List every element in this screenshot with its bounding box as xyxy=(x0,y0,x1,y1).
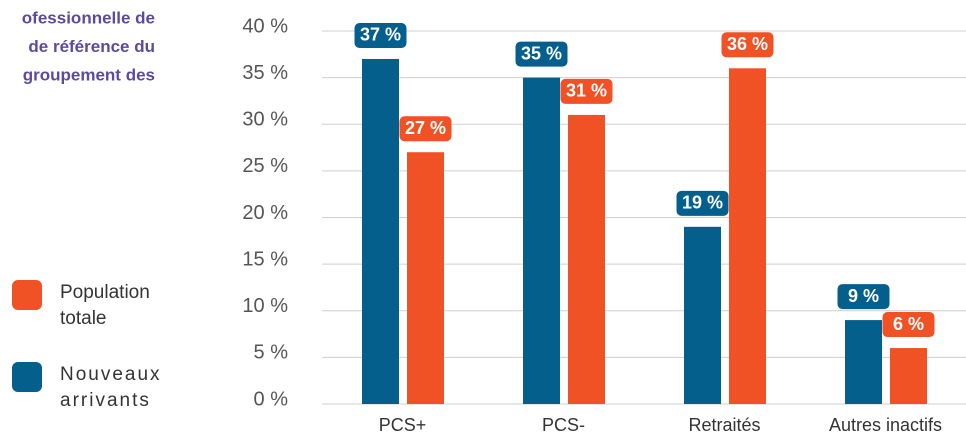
value-label-badge xyxy=(721,32,774,58)
y-tick-label: 20 % xyxy=(242,202,288,224)
value-label: 9 % xyxy=(848,286,879,306)
y-tick-label: 40 % xyxy=(242,15,288,37)
legend-label: Nouveaux arrivants xyxy=(60,364,162,411)
bar xyxy=(362,58,399,404)
value-label: 37 % xyxy=(360,25,401,45)
bar xyxy=(890,348,927,404)
x-tick-label: PCS- xyxy=(542,415,585,434)
bar xyxy=(684,226,721,404)
y-tick-label: 15 % xyxy=(242,248,288,270)
bar xyxy=(729,68,766,405)
chart-title: groupement des xyxy=(23,65,155,84)
legend-item: Nouveaux arrivants xyxy=(12,362,175,414)
value-label: 19 % xyxy=(682,193,723,213)
x-tick-label: Retraités xyxy=(688,415,760,434)
x-tick-label: Autres inactifs xyxy=(829,415,942,434)
x-tick-label: PCS+ xyxy=(379,415,427,434)
chart-title: ofessionnelle de xyxy=(22,8,155,27)
chart-title: de référence du xyxy=(28,37,155,56)
value-label: 27 % xyxy=(405,118,446,138)
value-label: 6 % xyxy=(893,314,924,334)
value-label-badge xyxy=(560,78,613,104)
y-tick-label: 5 % xyxy=(254,342,289,364)
value-label-badge xyxy=(676,190,729,216)
value-label-badge xyxy=(354,22,407,48)
bar xyxy=(407,152,444,404)
bar xyxy=(845,320,882,404)
y-tick-label: 25 % xyxy=(242,155,288,177)
y-tick-label: 35 % xyxy=(242,62,288,84)
legend-item: Population totale xyxy=(12,280,175,332)
y-tick-label: 10 % xyxy=(242,295,288,317)
y-tick-label: 30 % xyxy=(242,109,288,131)
value-label-badge xyxy=(882,312,935,338)
value-label: 36 % xyxy=(727,34,768,54)
value-label-badge xyxy=(399,116,452,142)
legend-swatch xyxy=(12,280,42,310)
bar xyxy=(568,114,605,405)
value-label-badge xyxy=(837,284,890,310)
value-label: 31 % xyxy=(566,81,607,101)
legend-label: Population totale xyxy=(60,282,150,329)
y-tick-label: 0 % xyxy=(254,388,289,410)
value-label-badge xyxy=(515,41,568,67)
bar xyxy=(523,77,560,404)
legend-swatch xyxy=(12,362,42,392)
value-label: 35 % xyxy=(521,43,562,63)
